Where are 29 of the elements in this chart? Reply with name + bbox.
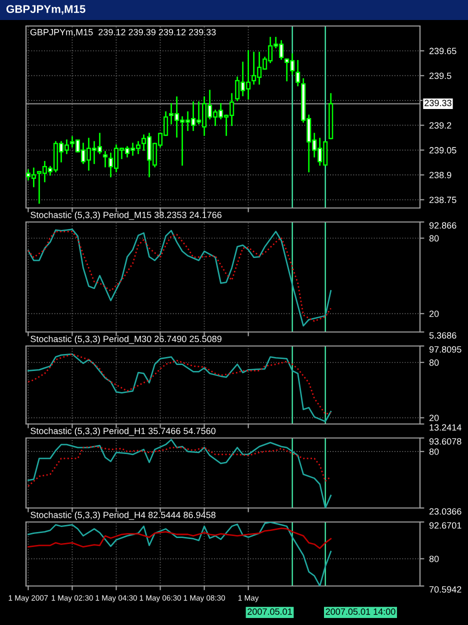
y-tick-label: 238.9: [429, 172, 452, 178]
ref-line-label: 2007.05.01: [248, 608, 292, 615]
ref-line-label: 2007.05.01 14:00: [326, 608, 396, 615]
y-tick-label: 80: [429, 556, 439, 562]
y-tick-label: 20: [429, 414, 439, 422]
y-tick-label: 20: [429, 310, 439, 317]
y-tick-label: 92.866: [429, 222, 456, 229]
chart-title: Stochastic (5,3,3) Period_H4 82.5444 86.9458: [30, 512, 216, 520]
chart-title: Stochastic (5,3,3) Period_H1 35.7466 54.7560: [30, 428, 216, 436]
y-tick-label: 80: [429, 448, 439, 455]
y-tick-label: 97.8095: [429, 346, 462, 353]
y-tick-label: 238.75: [429, 196, 456, 204]
chart-subtitle: GBPJPYm,M15 239.12 239.39 239.12 239.33: [30, 28, 216, 36]
y-tick-label: 239.2: [429, 122, 452, 129]
ref-line-label: 239.33: [424, 100, 452, 106]
y-tick-label: 13.2414: [430, 424, 462, 431]
y-tick-label: 80: [429, 359, 439, 366]
y-tick-label: 239.65: [429, 48, 456, 54]
y-tick-label: 70.5942: [429, 586, 462, 593]
y-tick-label: 93.6078: [429, 438, 462, 445]
y-tick-label: 92.6701: [429, 522, 462, 529]
chart-title: GBPJPYm,M15: [6, 5, 86, 15]
y-tick-label: 80: [429, 235, 439, 242]
y-tick-label: 5.3686: [429, 332, 456, 339]
chart-title: Stochastic (5,3,3) Period_M15 38.2353 24.1766: [30, 212, 222, 220]
y-tick-label: 23.0366: [429, 508, 462, 515]
y-tick-label: 239.5: [429, 72, 452, 79]
chart-title: Stochastic (5,3,3) Period_M30 26.7490 25.5089: [30, 336, 222, 344]
y-tick-label: 239.05: [429, 147, 456, 154]
